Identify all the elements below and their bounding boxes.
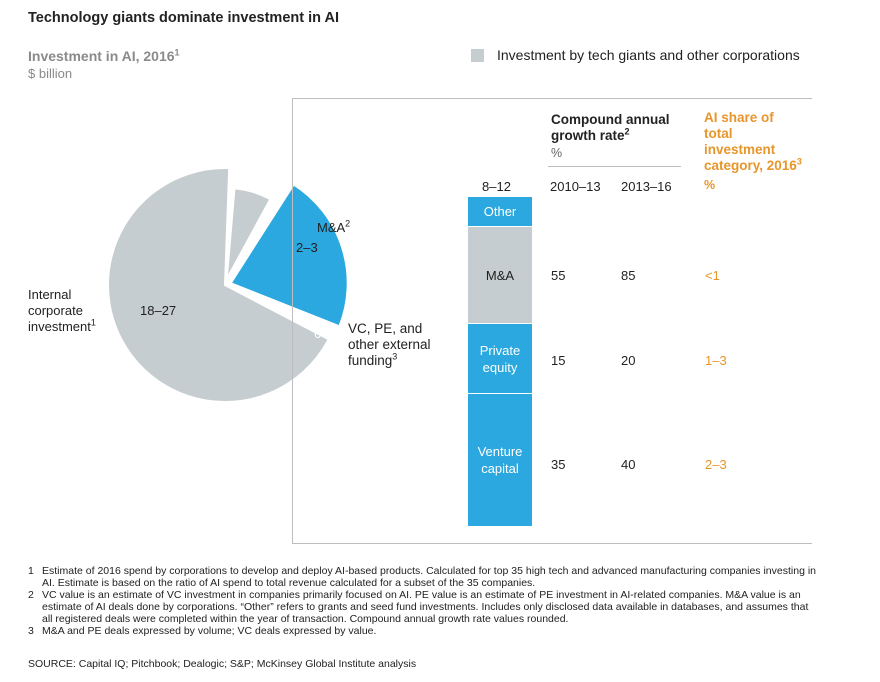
ai-share-header-line-4-text: category, 2016	[704, 158, 797, 173]
chart-title: Technology giants dominate investment in…	[28, 10, 339, 26]
ai-share-header-line-3: investment	[704, 142, 776, 157]
legend-swatch-grey	[471, 49, 484, 62]
cell-vc-cagr-2013-16: 40	[621, 457, 636, 472]
label-vc-footnote-marker: 3	[392, 351, 398, 362]
value-mna: 2–3	[296, 240, 318, 255]
footnote-3-text: M&A and PE deals expressed by volume; VC…	[42, 625, 377, 637]
bar-segment-venture-capital-line-2: capital	[481, 461, 519, 476]
bar-segment-private-equity: Private equity	[468, 324, 532, 394]
ai-share-footnote-marker: 3	[796, 156, 802, 167]
footnotes: 1 Estimate of 2016 spend by corporations …	[28, 565, 818, 637]
breakdown-panel	[292, 98, 812, 544]
label-internal-line-2: corporate	[28, 303, 83, 318]
legend-label: Investment by tech giants and other corp…	[497, 47, 800, 63]
cell-vc-cagr-2010-13: 35	[551, 457, 566, 472]
label-vc-line-3-text: funding	[348, 353, 393, 368]
ai-share-header: AI share of total investment category, 2…	[704, 110, 802, 174]
subtitle-text: Investment in AI, 2016	[28, 48, 175, 64]
value-vc-pe-external: 6–9	[314, 326, 336, 341]
footnote-3: 3 M&A and PE deals expressed by volume; V…	[28, 625, 818, 637]
label-internal-line-1: Internal	[28, 287, 72, 302]
cell-mna-cagr-2010-13: 55	[551, 268, 566, 283]
subtitle-footnote-marker: 1	[174, 47, 180, 58]
cell-vc-ai-share: 2–3	[705, 457, 727, 472]
footnote-2-number: 2	[28, 589, 34, 601]
bar-segment-private-equity-line-2: equity	[482, 359, 518, 375]
label-mna: M&A2	[317, 218, 351, 235]
footnote-1: 1 Estimate of 2016 spend by corporations …	[28, 565, 818, 589]
ai-share-header-line-2: total	[704, 126, 733, 141]
chart-subtitle: Investment in AI, 20161	[28, 48, 180, 64]
label-internal-line-3-text: investment	[28, 319, 91, 334]
label-vc-pe-external: VC, PE, and other external funding3	[348, 321, 431, 369]
source-line: SOURCE: Capital IQ; Pitchbook; Dealogic;…	[28, 658, 417, 670]
bar-total-label: 8–12	[482, 179, 511, 194]
bar-segment-private-equity-line-1: Private	[479, 342, 521, 358]
cell-mna-cagr-2013-16: 85	[621, 268, 636, 283]
period-2013-16-header: 2013–16	[621, 179, 672, 194]
label-mna-text: M&A	[317, 220, 346, 235]
label-internal-corporate-investment: Internal corporate investment1	[28, 287, 96, 335]
label-vc-line-2: other external	[348, 337, 431, 352]
bar-segment-venture-capital: Venture capital	[468, 394, 532, 526]
chart-unit: $ billion	[28, 66, 73, 81]
pie-slice-vc-pe-external	[229, 183, 349, 328]
label-internal-line-3: investment1	[28, 317, 96, 335]
ai-share-header-line-1: AI share of	[704, 110, 774, 125]
bar-segment-venture-capital-line-1: Venture	[477, 444, 523, 459]
cell-pe-cagr-2013-16: 20	[621, 353, 636, 368]
cagr-header-rule	[548, 166, 681, 167]
label-internal-footnote-marker: 1	[90, 317, 96, 328]
label-vc-line-1: VC, PE, and	[348, 321, 423, 336]
period-2010-13-header: 2010–13	[550, 179, 601, 194]
pie-slice-internal-corporate-investment	[107, 167, 330, 403]
cell-pe-cagr-2010-13: 15	[551, 353, 566, 368]
label-mna-footnote-marker: 2	[345, 218, 351, 229]
ai-share-header-line-4: category, 20163	[704, 156, 802, 174]
cell-pe-ai-share: 1–3	[705, 353, 727, 368]
footnote-2-text: VC value is an estimate of VC investment…	[42, 589, 809, 625]
footnote-1-number: 1	[28, 565, 34, 577]
bar-segment-mna: M&A	[468, 227, 532, 324]
pie-slice-mna	[225, 187, 272, 280]
cagr-footnote-marker: 2	[624, 126, 630, 137]
footnote-3-number: 3	[28, 625, 34, 637]
cell-mna-ai-share: <1	[705, 268, 720, 283]
ai-share-unit: %	[704, 178, 716, 192]
cagr-unit: %	[551, 146, 563, 160]
footnote-1-text: Estimate of 2016 spend by corporations t…	[42, 565, 816, 589]
value-internal-corporate-investment: 18–27	[140, 303, 177, 318]
cagr-header: Compound annual growth rate2	[551, 112, 670, 143]
label-vc-line-3: funding3	[348, 351, 431, 369]
footnote-2: 2 VC value is an estimate of VC investmen…	[28, 589, 818, 625]
bar-segment-other: Other	[468, 197, 532, 227]
